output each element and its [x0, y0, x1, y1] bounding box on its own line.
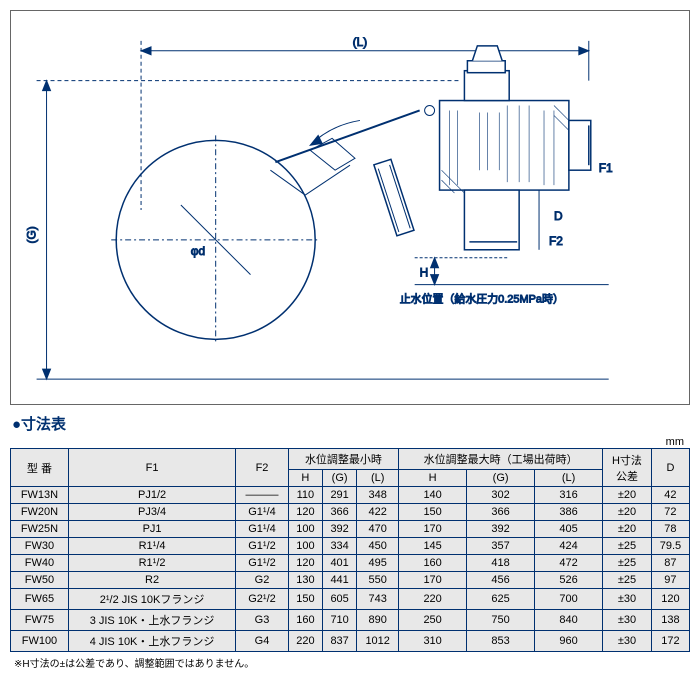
table-row: FW25NPJ1G1¹/4100392470170392405±2078 — [11, 521, 690, 538]
table-footnote: ※H寸法の±は公差であり、調整範囲ではありません。 — [10, 655, 690, 670]
table-row: FW1004 JIS 10K・上水フランジG422083710123108539… — [11, 631, 690, 652]
col-model: 型 番 — [11, 449, 69, 487]
technical-drawing: (L) (G) φd — [10, 10, 690, 405]
dimension-table: 型 番 F1 F2 水位調整最小時 水位調整最大時（工場出荷時） H寸法 公差 … — [10, 448, 690, 652]
col-D: D — [651, 449, 689, 487]
label-G: (G) — [25, 226, 39, 243]
label-H: H — [420, 266, 429, 280]
table-row: FW13NPJ1/2———110291348140302316±2042 — [11, 487, 690, 504]
label-D: D — [554, 209, 563, 223]
col-F2: F2 — [236, 449, 289, 487]
label-stop-pos: 止水位置（給水圧力0.25MPa時） — [400, 292, 564, 306]
table-title: ●寸法表 — [12, 413, 688, 434]
label-phid: φd — [191, 244, 205, 258]
table-row: FW20NPJ3/4G1¹/4120366422150366386±2072 — [11, 504, 690, 521]
label-F2: F2 — [549, 234, 563, 248]
table-row: FW40R1¹/2G1¹/2120401495160418472±2587 — [11, 555, 690, 572]
col-group-min: 水位調整最小時 — [288, 449, 398, 470]
table-row: FW50R2G2130441550170456526±2597 — [11, 572, 690, 589]
label-L: (L) — [353, 35, 368, 49]
col-group-max: 水位調整最大時（工場出荷時） — [399, 449, 603, 470]
col-Htol: H寸法 公差 — [603, 449, 652, 487]
table-row: FW652¹/2 JIS 10KフランジG2¹/2150605743220625… — [11, 589, 690, 610]
table-row: FW753 JIS 10K・上水フランジG3160710890250750840… — [11, 610, 690, 631]
label-F1: F1 — [599, 161, 613, 175]
col-F1: F1 — [68, 449, 235, 487]
unit-label: mm — [10, 436, 690, 448]
table-row: FW30R1¹/4G1¹/2100334450145357424±2579.5 — [11, 538, 690, 555]
